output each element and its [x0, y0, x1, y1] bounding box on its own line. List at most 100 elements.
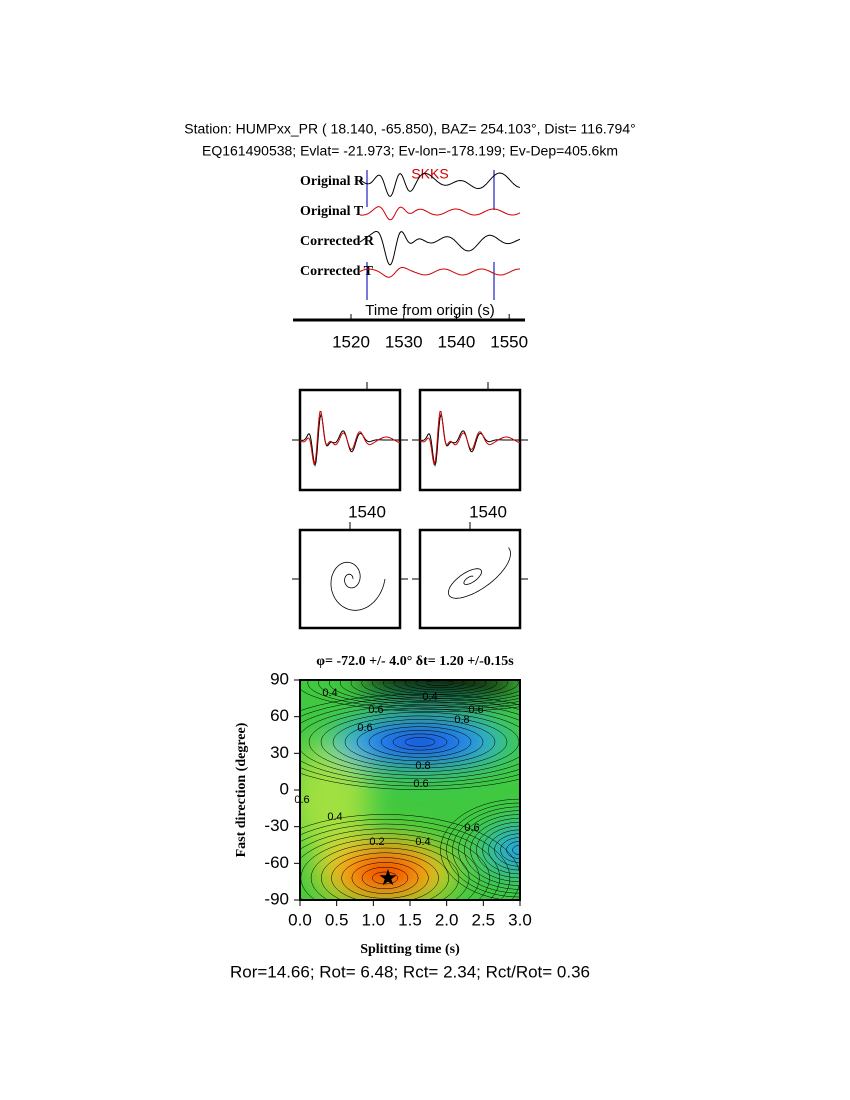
x-tick-label: 1.5 — [398, 910, 422, 929]
trace-label: Corrected R — [300, 234, 375, 249]
contour-line — [506, 841, 520, 859]
contour-label: 0.6 — [357, 722, 372, 734]
contour-line — [300, 828, 490, 900]
x-tick-label: 1540 — [348, 502, 386, 521]
contour-line — [476, 821, 520, 879]
contour-line — [361, 866, 409, 890]
trace-label: Corrected T — [300, 264, 374, 279]
contour-line — [300, 814, 520, 900]
contour-line — [404, 680, 476, 691]
contour-y-label: Fast direction (degree) — [234, 722, 249, 857]
y-tick-label: 0 — [280, 779, 289, 798]
contour-line — [331, 852, 439, 900]
box-ticks — [292, 382, 528, 580]
contour-label: 0.8 — [415, 760, 430, 772]
contour-line — [300, 833, 480, 900]
contour-line — [310, 842, 460, 900]
x-tick-label: 1530 — [385, 332, 423, 351]
contour-line — [404, 737, 436, 747]
x-axis-label: Time from origin (s) — [365, 302, 494, 319]
contour-line — [344, 719, 496, 765]
contour-line — [300, 823, 500, 900]
y-tick-label: 60 — [270, 706, 289, 725]
contour-label: 0.2 — [369, 836, 384, 848]
contour-line — [300, 688, 520, 712]
contour-line — [482, 825, 520, 875]
contour-label: 0.4 — [415, 836, 430, 848]
y-tick-label: -30 — [264, 816, 289, 835]
contour-line — [356, 722, 484, 762]
contour-line — [300, 701, 520, 783]
blue-markers — [366, 170, 495, 300]
contour-label: 0.4 — [327, 811, 342, 823]
contour-line — [446, 802, 520, 898]
y-tick-label: 90 — [270, 669, 289, 688]
x-tick-label: 1550 — [490, 332, 528, 351]
contour-label: 0.4 — [422, 691, 437, 703]
contour-title: φ= -72.0 +/- 4.0° δt= 1.20 +/-0.15s — [316, 654, 514, 669]
contour-label: 0.8 — [454, 714, 469, 726]
trace — [359, 267, 520, 278]
phase-label: SKKS — [411, 166, 448, 182]
particle-motion — [330, 561, 386, 611]
contour-line — [452, 806, 520, 894]
contour-line — [464, 814, 520, 886]
contour-line — [512, 844, 520, 856]
x-tick-label: 0.0 — [288, 910, 312, 929]
contour-line — [300, 818, 511, 900]
contour-line — [392, 733, 448, 751]
contour-map — [300, 680, 520, 900]
contour-line — [380, 730, 460, 754]
waveform-compare — [419, 412, 520, 467]
best-fit-star — [379, 869, 397, 886]
station-line: Station: HUMPxx_PR ( 18.140, -65.850), B… — [184, 121, 635, 137]
y-tick-label: -60 — [264, 853, 289, 872]
contour-line — [440, 798, 520, 900]
x-tick-label: 1520 — [332, 332, 370, 351]
contour-line — [470, 818, 520, 882]
trace — [359, 172, 521, 197]
contour-line — [332, 715, 508, 769]
contour-line — [300, 697, 520, 787]
waveform-compare — [299, 410, 401, 465]
contour-line — [350, 680, 520, 702]
event-line: EQ161490538; Evlat= -21.973; Ev-lon=-178… — [202, 143, 618, 159]
x-tick-label: 2.0 — [435, 910, 459, 929]
x-tick-label: 1540 — [469, 502, 507, 521]
contour-line — [339, 680, 520, 704]
contour-line — [351, 862, 419, 894]
contour-line — [300, 694, 520, 790]
contour-label: 0.4 — [322, 687, 337, 699]
contour-line — [500, 837, 520, 863]
contour-line — [318, 680, 520, 708]
contour-label: 0.6 — [368, 704, 383, 716]
contour-x-label: Splitting time (s) — [360, 942, 460, 957]
x-tick-label: 1540 — [438, 332, 476, 351]
y-tick-label: -90 — [264, 889, 289, 908]
contour-line — [383, 680, 497, 695]
x-tick-label: 3.0 — [508, 910, 532, 929]
contour-line — [361, 680, 519, 699]
contour-line — [321, 847, 449, 900]
contour-line — [300, 704, 520, 780]
waveform-compare — [419, 410, 521, 465]
contour-line — [372, 871, 398, 885]
contour-line — [458, 810, 520, 890]
x-tick-label: 2.5 — [472, 910, 496, 929]
trace-label: Original R — [300, 174, 365, 189]
contour-label: 0.6 — [294, 794, 309, 806]
contour-line — [372, 680, 508, 697]
trace — [359, 206, 521, 221]
contour-label: 0.6 — [413, 778, 428, 790]
y-tick-label: 30 — [270, 743, 289, 762]
contour-line — [415, 680, 465, 689]
contour-line — [307, 680, 520, 710]
trace — [359, 231, 521, 266]
trace-label: Original T — [300, 204, 364, 219]
x-tick-label: 1.0 — [362, 910, 386, 929]
x-tick-label: 0.5 — [325, 910, 349, 929]
contour-line — [341, 857, 429, 899]
waveform-compare — [299, 412, 400, 467]
contour-line — [393, 680, 487, 693]
